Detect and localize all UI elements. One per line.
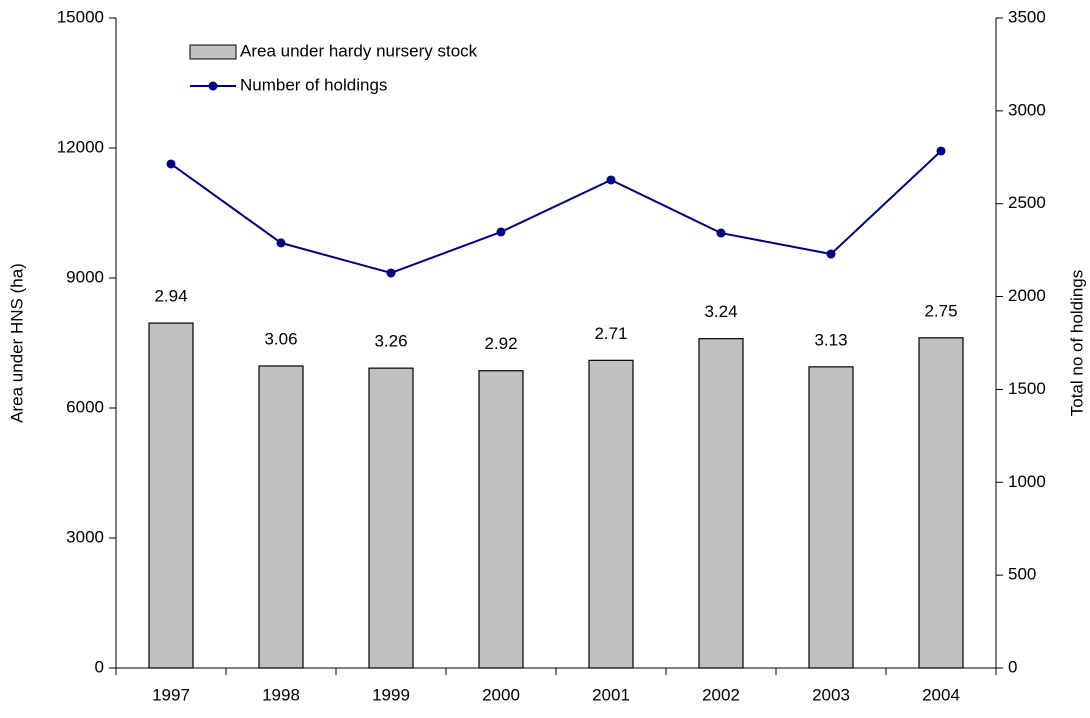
y2-tick-label: 2500	[1008, 193, 1046, 212]
marker	[936, 146, 946, 156]
y-tick-label: 6000	[66, 397, 104, 416]
annotation: 3.06	[264, 329, 297, 348]
annotation: 2.71	[594, 324, 627, 343]
y2-tick-label: 1500	[1008, 379, 1046, 398]
y-axis-label: Area under HNS (ha)	[7, 263, 26, 423]
bar	[588, 359, 634, 669]
y2-tick-label: 3000	[1008, 100, 1046, 119]
x-tick-label: 2002	[702, 685, 740, 704]
annotation: 3.24	[704, 302, 737, 321]
y2-tick-label: 500	[1008, 565, 1036, 584]
bar	[148, 322, 194, 669]
bar	[808, 366, 854, 669]
marker	[496, 227, 506, 237]
bar	[698, 338, 744, 669]
y2-tick-label: 3500	[1008, 7, 1046, 26]
x-tick-label: 2000	[482, 685, 520, 704]
y-tick-label: 15000	[57, 7, 104, 26]
x-tick-label: 1997	[152, 685, 190, 704]
x-tick-label: 2004	[922, 685, 960, 704]
annotation: 3.26	[374, 332, 407, 351]
line	[170, 150, 942, 275]
x-tick-label: 1998	[262, 685, 300, 704]
x-tick-label: 2003	[812, 685, 850, 704]
legend-label: Area under hardy nursery stock	[240, 41, 478, 60]
y-tick-label: 12000	[57, 137, 104, 156]
x-tick-label: 2001	[592, 685, 630, 704]
marker	[716, 228, 726, 238]
x-tick-label: 1999	[372, 685, 410, 704]
annotation: 2.94	[154, 287, 187, 306]
annotation: 2.92	[484, 334, 517, 353]
marker	[166, 159, 176, 169]
bar	[918, 337, 964, 669]
legend-label: Number of holdings	[240, 75, 387, 94]
y2-tick-label: 1000	[1008, 472, 1046, 491]
marker	[826, 249, 836, 259]
bar	[258, 365, 304, 669]
y2-tick-label: 0	[1008, 657, 1017, 676]
y-tick-label: 3000	[66, 527, 104, 546]
annotation: 3.13	[814, 330, 847, 349]
legend-marker	[208, 81, 218, 91]
marker	[386, 268, 396, 278]
bar	[478, 370, 524, 669]
legend-swatch	[189, 44, 237, 60]
y2-tick-label: 2000	[1008, 286, 1046, 305]
annotation: 2.75	[924, 301, 957, 320]
marker	[606, 175, 616, 185]
y-tick-label: 9000	[66, 267, 104, 286]
bar	[368, 367, 414, 669]
y2-axis-label: Total no of holdings	[1067, 270, 1086, 417]
marker	[276, 238, 286, 248]
y-tick-label: 0	[95, 657, 104, 676]
